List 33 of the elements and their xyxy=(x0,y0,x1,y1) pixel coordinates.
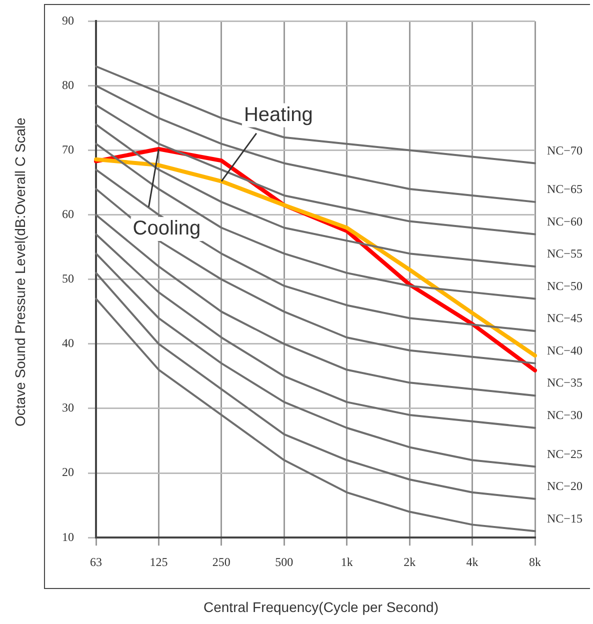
y-tick-label: 40 xyxy=(62,336,74,350)
series-label: NC−15 xyxy=(547,511,582,526)
annotation: Cooling xyxy=(132,218,201,240)
x-tick-label: 4k xyxy=(466,554,478,569)
series-label: NC−20 xyxy=(547,479,582,494)
x-tick-label: 8k xyxy=(529,554,541,569)
y-tick-label: 30 xyxy=(62,400,74,415)
series-label: NC−30 xyxy=(547,408,582,422)
series-label: NC−55 xyxy=(547,246,582,261)
series-label: NC−45 xyxy=(547,311,582,326)
series-label: NC−40 xyxy=(547,343,582,358)
y-tick-label: 70 xyxy=(62,142,74,156)
y-tick-label: 90 xyxy=(62,13,74,28)
y-tick-label: 20 xyxy=(62,465,74,480)
x-tick-label: 500 xyxy=(275,554,294,569)
series-label: NC−35 xyxy=(547,376,582,390)
series-label: NC−70 xyxy=(547,143,582,158)
x-tick-label: 125 xyxy=(150,554,168,569)
y-tick-label: 60 xyxy=(62,207,74,222)
y-tick-label: 10 xyxy=(62,530,74,544)
x-axis-title: Central Frequency(Cycle per Second) xyxy=(204,599,438,615)
x-tick-label: 250 xyxy=(212,554,230,569)
y-axis-title: Octave Sound Pressure Level(dB:Overall C Scale xyxy=(12,118,28,426)
y-tick-label: 80 xyxy=(62,78,74,92)
annotation: Heating xyxy=(244,104,313,126)
series-label: NC−25 xyxy=(547,446,582,461)
x-tick-label: 1k xyxy=(340,554,353,569)
series-label: NC−50 xyxy=(547,278,582,293)
series-label: NC−65 xyxy=(547,182,582,196)
x-tick-label: 63 xyxy=(90,554,102,569)
y-tick-label: 50 xyxy=(62,272,74,286)
x-tick-label: 2k xyxy=(404,554,416,569)
series-label: NC−60 xyxy=(547,214,582,228)
